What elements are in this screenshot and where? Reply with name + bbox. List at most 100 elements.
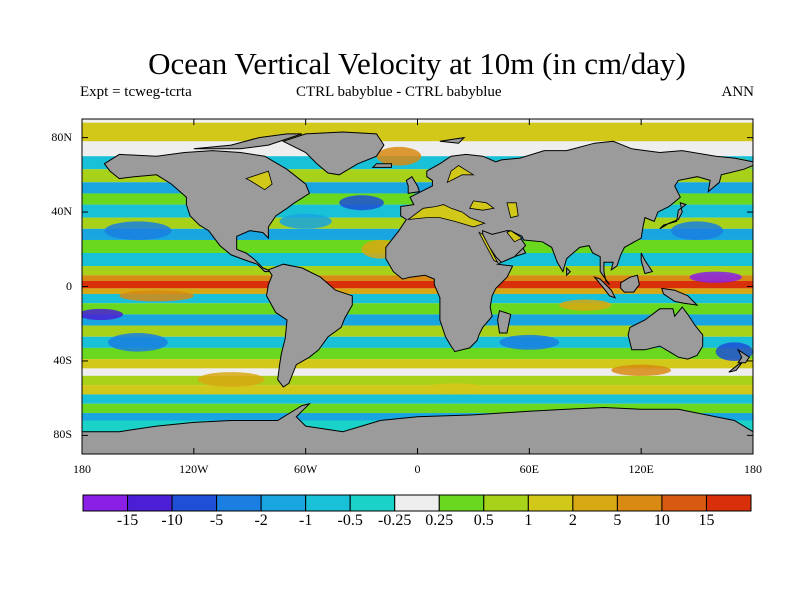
colorbar-box [82,494,129,512]
colorbar-box [616,494,663,512]
season-label: ANN [721,84,755,100]
velocity-band [82,403,753,414]
lon-tick-label: 180 [73,462,91,476]
lat-tick-label: 40S [53,352,72,367]
velocity-patch [339,195,384,211]
land-nz-south [728,362,743,373]
lon-tick-label: 120E [628,462,654,476]
inland-sea [446,165,475,184]
lon-tick-label: 0 [414,462,421,476]
lat-tick-label: 80S [53,427,72,442]
velocity-band [82,314,753,326]
velocity-band [82,385,753,395]
velocity-band [82,347,753,360]
velocity-patch [82,308,123,320]
colorbar-label: 2 [568,512,577,529]
colorbar-box [527,494,574,512]
land-svalbard [439,136,466,144]
colorbar-box [349,494,396,512]
inland-sea [244,170,273,191]
colorbar-box [305,494,351,512]
axis-ticks [81,119,754,454]
land-borneo [620,274,640,293]
velocity-patch [559,299,612,311]
velocity-patch [104,221,172,240]
velocity-patch [119,290,194,302]
velocity-band [82,359,753,369]
colorbar-label: -0.25 [378,512,412,529]
land-iceland [371,163,392,168]
velocity-band [82,368,753,376]
colorbar-box [216,494,262,512]
velocity-band [82,122,753,142]
colorbar-box [171,494,218,512]
inland-sea [506,230,523,243]
velocity-band [82,280,753,289]
colorbar-box [483,494,529,512]
land-philippines [640,252,654,275]
land-new-guinea [660,287,699,306]
inland-sea [478,231,499,264]
land-mask [82,131,753,454]
land-greenland [281,131,385,176]
comparison-label: CTRL babyblue - CTRL babyblue [296,84,502,100]
colorbar-box [260,494,307,512]
colorbar-box [127,494,173,512]
velocity-patch [689,271,742,283]
colorbar-box [394,494,440,512]
lon-tick-label: 60E [519,462,539,476]
velocity-patch [499,334,560,350]
colorbar-label: 10 [653,512,670,529]
colorbar-box [705,494,752,512]
colorbar-box [661,494,707,512]
chart-title: Ocean Vertical Velocity at 10m (in cm/da… [148,46,686,81]
land-antarctica [82,402,753,454]
colorbar-label: 15 [698,512,715,529]
land-canadian-arctic [193,133,303,150]
velocity-patch [376,146,422,166]
land-sri-lanka [566,266,572,277]
lon-tick-label: 180 [744,462,762,476]
velocity-band [82,375,753,386]
velocity-band [82,303,753,315]
lat-tick-label: 40N [51,204,72,219]
velocity-patch [421,383,489,395]
velocity-patch [670,221,724,240]
colorbar-label: -1 [298,512,313,529]
inland-sea [469,200,495,211]
colorbar-label: 1 [524,512,533,529]
colorbar-box [438,494,485,512]
land-uk [405,175,421,194]
velocity-patch [197,372,265,387]
colorbar-label: 0.25 [425,512,454,529]
colorbar-label: -2 [254,512,268,529]
lon-tick-label: 60W [293,462,318,476]
lat-tick-label: 80N [51,129,72,144]
velocity-band [82,293,753,304]
colorbar-box [572,494,618,512]
colorbar-label: -5 [209,512,224,529]
land-sumatra [593,276,617,299]
velocity-band [82,336,753,348]
velocity-patch [108,333,168,352]
colorbar-label: -0.5 [337,512,363,529]
velocity-patch [279,213,332,229]
velocity-band [82,394,753,404]
land-south-america [265,263,353,388]
lat-tick-label: 0 [66,278,72,293]
lon-tick-label: 120W [179,462,209,476]
colorbar-label: 5 [613,512,622,529]
velocity-band [82,325,753,337]
inland-sea [506,202,519,219]
experiment-label: Expt = tcweg-tcrta [80,84,192,100]
colorbar-label: -15 [116,512,139,529]
velocity-band [82,275,753,281]
velocity-patch [611,364,671,376]
inland-sea [406,204,486,228]
land-madagascar [497,310,512,334]
land-africa-eurasia [385,140,753,353]
velocity-band [82,288,753,294]
colorbar-label: 0.5 [473,512,494,529]
